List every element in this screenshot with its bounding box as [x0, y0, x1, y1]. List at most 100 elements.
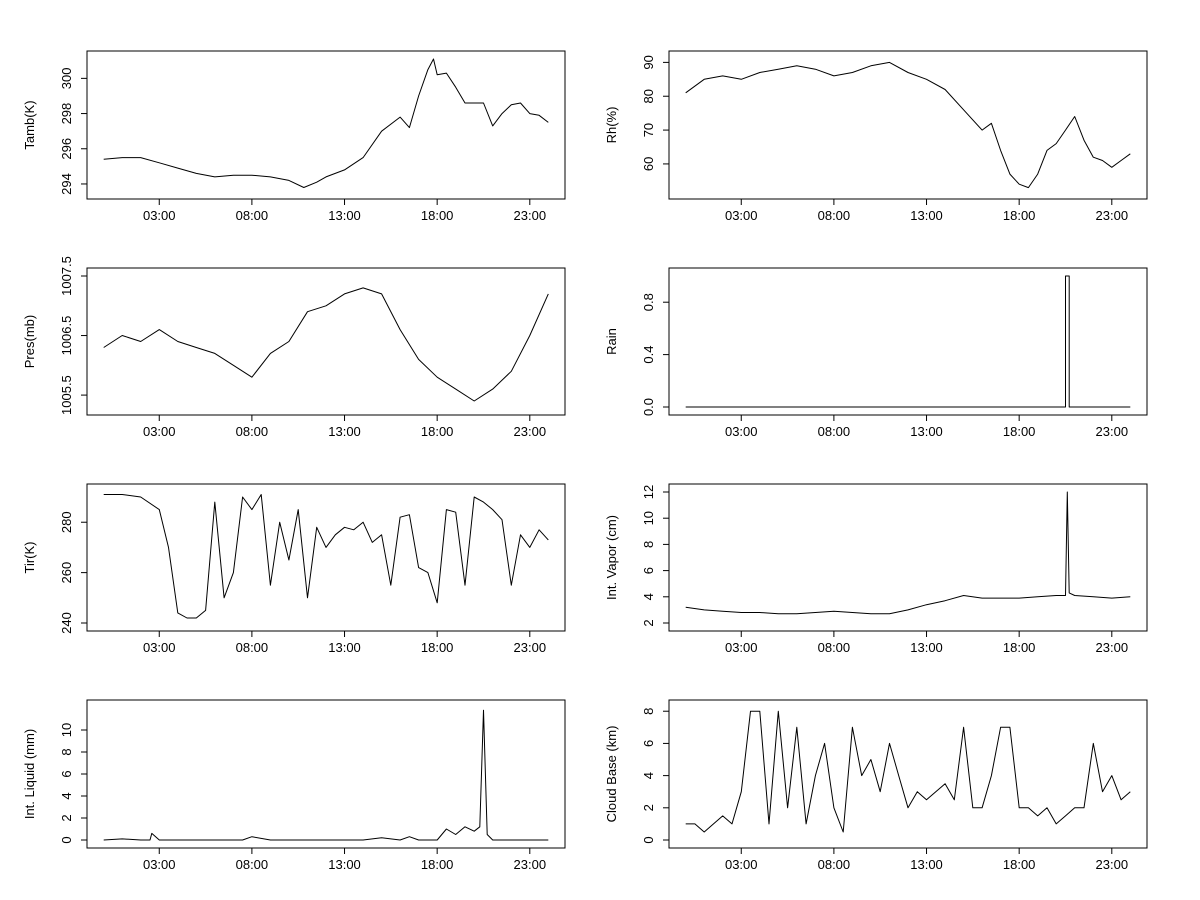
y-axis-title: Int. Vapor (cm): [604, 515, 619, 600]
x-tick-label: 13:00: [910, 424, 943, 439]
x-tick-label: 18:00: [421, 208, 454, 223]
x-tick-label: 18:00: [1003, 208, 1036, 223]
chart-panel: 03:00 08:00 13:00 18:00 23:00 0 2 4 6 8 10 Int. Liq…: [22, 699, 566, 872]
series-line: [685, 61, 1131, 189]
y-tick-label: 298: [59, 103, 74, 125]
y-tick-label: 8: [59, 748, 74, 755]
chart-panel: 03:00 08:00 13:00 18:00 23:00 0.0 0.4 0.8 Rain: [604, 267, 1148, 439]
x-tick-label: 23:00: [1096, 424, 1129, 439]
x-tick-label: 23:00: [514, 208, 547, 223]
x-tick-label: 13:00: [328, 424, 361, 439]
series-line: [685, 275, 1131, 408]
plot-frame: [668, 483, 1148, 632]
y-tick-label: 70: [641, 123, 656, 137]
x-tick-label: 13:00: [910, 208, 943, 223]
chart-panel: 03:00 08:00 13:00 18:00 23:00 1005.5 1006.5 100…: [22, 256, 566, 439]
series-line: [103, 58, 549, 188]
plot-frame: [86, 483, 566, 632]
series-line: [685, 710, 1131, 833]
y-tick-label: 4: [641, 593, 656, 600]
plot-frame: [86, 267, 566, 416]
plot-frame: [668, 267, 1148, 416]
chart-panel: 03:00 08:00 13:00 18:00 23:00 60 70 80 90 Rh(%): [604, 50, 1148, 223]
y-tick-label: 1005.5: [59, 375, 74, 415]
x-tick-label: 13:00: [910, 640, 943, 655]
chart-panel: 03:00 08:00 13:00 18:00 23:00 240 260 280 Tir(K): [22, 483, 566, 655]
y-tick-label: 8: [641, 541, 656, 548]
x-tick-label: 13:00: [328, 640, 361, 655]
y-tick-label: 300: [59, 68, 74, 90]
series-line: [685, 491, 1131, 615]
x-tick-label: 13:00: [328, 857, 361, 872]
chart-panel: 03:00 08:00 13:00 18:00 23:00 294 296 298 300 Tam…: [22, 50, 566, 223]
plot-frame: [668, 50, 1148, 200]
x-tick-label: 03:00: [143, 640, 176, 655]
y-tick-label: 294: [59, 173, 74, 195]
y-axis-title: Rh(%): [604, 107, 619, 144]
y-tick-label: 2: [641, 619, 656, 626]
y-tick-label: 4: [641, 772, 656, 779]
y-tick-label: 1007.5: [59, 256, 74, 296]
x-tick-label: 08:00: [236, 424, 269, 439]
y-tick-label: 90: [641, 55, 656, 69]
y-tick-label: 6: [641, 567, 656, 574]
x-tick-label: 08:00: [818, 640, 851, 655]
y-tick-label: 0: [641, 836, 656, 843]
x-tick-label: 03:00: [143, 208, 176, 223]
chart-panel: 03:00 08:00 13:00 18:00 23:00 2 4 6 8 10 12 Int. Va…: [604, 483, 1148, 655]
y-tick-label: 1006.5: [59, 316, 74, 356]
x-tick-label: 03:00: [725, 424, 758, 439]
series-line: [103, 494, 549, 619]
y-tick-label: 10: [59, 723, 74, 737]
y-tick-label: 4: [59, 792, 74, 799]
x-tick-label: 23:00: [1096, 640, 1129, 655]
y-tick-label: 0.0: [641, 398, 656, 416]
x-tick-label: 23:00: [514, 857, 547, 872]
x-tick-label: 08:00: [818, 208, 851, 223]
y-axis-title: Rain: [604, 328, 619, 355]
plot-frame: [86, 699, 566, 849]
x-tick-label: 08:00: [236, 857, 269, 872]
y-tick-label: 6: [59, 770, 74, 777]
x-tick-label: 08:00: [236, 208, 269, 223]
x-tick-label: 03:00: [725, 857, 758, 872]
y-axis-title: Pres(mb): [22, 315, 37, 368]
y-tick-label: 6: [641, 740, 656, 747]
y-tick-label: 260: [59, 562, 74, 584]
x-tick-label: 18:00: [1003, 640, 1036, 655]
y-axis-title: Tamb(K): [22, 100, 37, 149]
y-tick-label: 2: [59, 814, 74, 821]
y-tick-label: 0.8: [641, 293, 656, 311]
x-tick-label: 23:00: [1096, 208, 1129, 223]
x-tick-label: 03:00: [143, 857, 176, 872]
y-axis-title: Tir(K): [22, 541, 37, 573]
x-tick-label: 18:00: [1003, 424, 1036, 439]
y-tick-label: 60: [641, 157, 656, 171]
y-tick-label: 80: [641, 89, 656, 103]
y-tick-label: 280: [59, 511, 74, 533]
chart-panel: 03:00 08:00 13:00 18:00 23:00 0 2 4 6 8 Cloud Base…: [604, 699, 1148, 872]
y-axis-title: Cloud Base (km): [604, 726, 619, 823]
y-tick-label: 8: [641, 708, 656, 715]
y-tick-label: 0: [59, 836, 74, 843]
x-tick-label: 23:00: [1096, 857, 1129, 872]
y-tick-label: 2: [641, 804, 656, 811]
x-tick-label: 03:00: [725, 208, 758, 223]
x-tick-label: 23:00: [514, 424, 547, 439]
x-tick-label: 08:00: [236, 640, 269, 655]
x-tick-label: 03:00: [143, 424, 176, 439]
x-tick-label: 18:00: [421, 857, 454, 872]
y-tick-label: 296: [59, 138, 74, 160]
x-tick-label: 18:00: [421, 640, 454, 655]
y-axis-title: Int. Liquid (mm): [22, 729, 37, 819]
x-tick-label: 23:00: [514, 640, 547, 655]
x-tick-label: 08:00: [818, 857, 851, 872]
y-tick-label: 240: [59, 612, 74, 634]
y-tick-label: 12: [641, 485, 656, 499]
x-tick-label: 13:00: [910, 857, 943, 872]
x-tick-label: 13:00: [328, 208, 361, 223]
x-tick-label: 03:00: [725, 640, 758, 655]
y-tick-label: 0.4: [641, 346, 656, 364]
plot-frame: [86, 50, 566, 200]
